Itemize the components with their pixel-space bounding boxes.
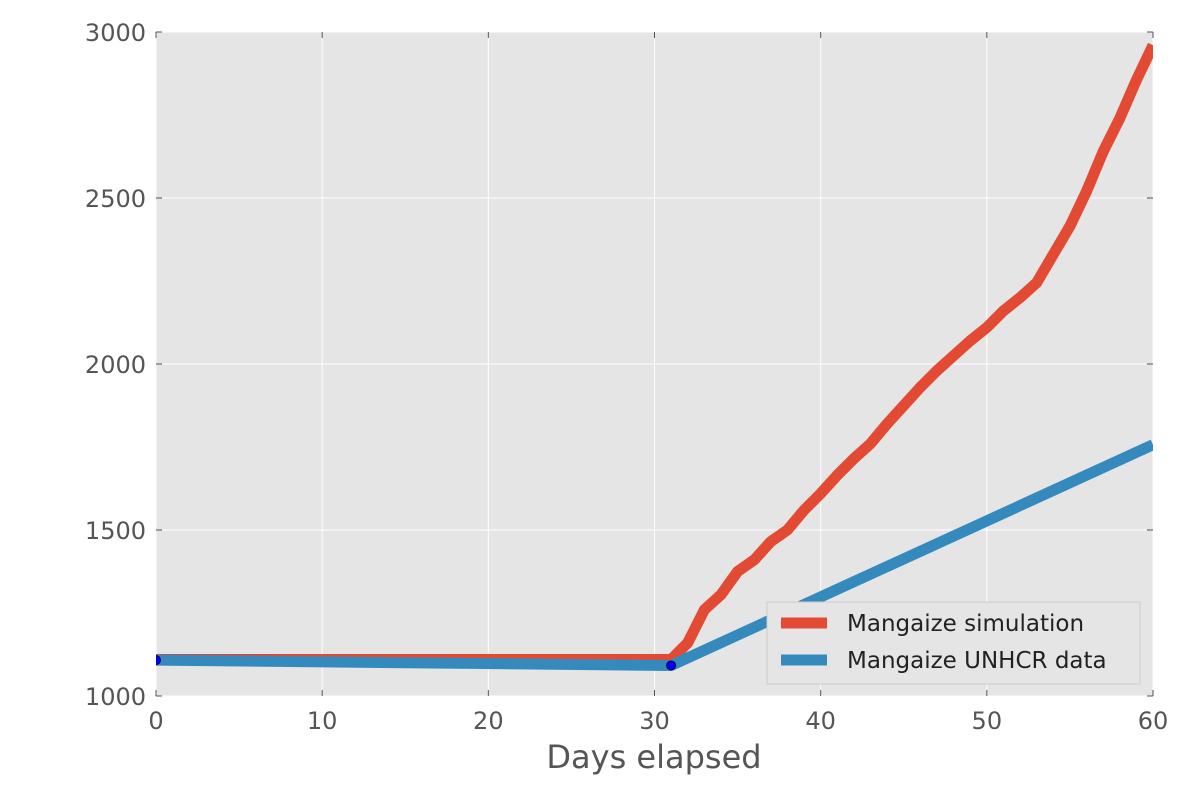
x-tick-label: 0 bbox=[148, 707, 163, 735]
legend-label-simulation: Mangaize simulation bbox=[847, 611, 1084, 637]
y-tick-label: 3000 bbox=[85, 19, 146, 47]
x-tick-label: 40 bbox=[805, 707, 836, 735]
x-tick-labels: 0 10 20 30 40 50 60 bbox=[148, 707, 1168, 735]
axis-ticks bbox=[155, 31, 1154, 697]
legend: Mangaize simulation Mangaize UNHCR data bbox=[766, 601, 1141, 685]
x-tick-label: 30 bbox=[639, 707, 670, 735]
x-axis-title: Days elapsed bbox=[546, 738, 761, 776]
y-tick-label: 1500 bbox=[85, 517, 146, 545]
x-tick-label: 20 bbox=[473, 707, 504, 735]
x-tick-label: 60 bbox=[1138, 707, 1169, 735]
series-line-simulation bbox=[156, 42, 1153, 665]
data-point-marker bbox=[666, 660, 677, 671]
y-tick-label: 1000 bbox=[85, 683, 146, 711]
y-tick-label: 2500 bbox=[85, 185, 146, 213]
y-tick-label: 2000 bbox=[85, 351, 146, 379]
legend-label-unhcr: Mangaize UNHCR data bbox=[847, 648, 1107, 674]
series-layer bbox=[156, 42, 1153, 671]
x-tick-label: 10 bbox=[307, 707, 338, 735]
legend-box bbox=[766, 601, 1141, 685]
y-tick-labels: 1000 1500 2000 2500 3000 bbox=[85, 19, 146, 711]
data-point-marker bbox=[156, 655, 161, 666]
x-tick-label: 50 bbox=[972, 707, 1003, 735]
